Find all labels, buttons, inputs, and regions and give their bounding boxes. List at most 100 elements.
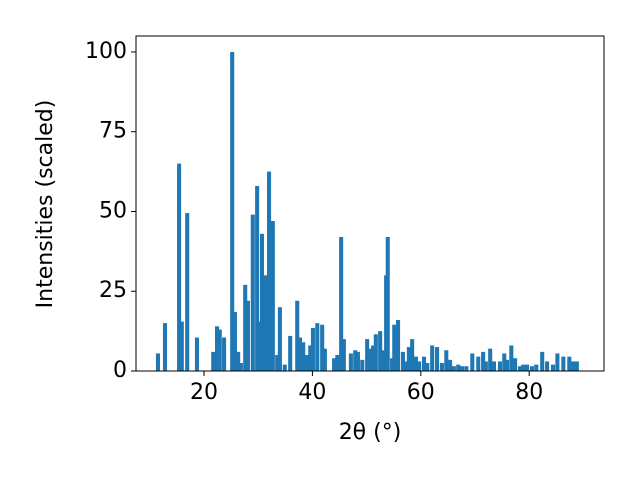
bar [339, 237, 344, 371]
y-tick-label: 75 [99, 119, 127, 144]
bar [540, 351, 545, 371]
bar [464, 366, 469, 371]
bar [263, 275, 268, 371]
bar [378, 331, 383, 371]
bar [448, 359, 453, 371]
bar [367, 348, 372, 371]
bar [365, 339, 370, 371]
bar [571, 361, 576, 371]
bar [430, 345, 435, 371]
bar [214, 326, 220, 371]
bar [177, 163, 182, 371]
bar [211, 351, 216, 371]
bar [275, 355, 280, 371]
bar [256, 321, 261, 371]
bar [504, 359, 510, 371]
bar [502, 353, 507, 371]
bar [525, 364, 530, 371]
bar [310, 327, 315, 371]
bar [551, 364, 556, 371]
bar [277, 307, 282, 371]
x-tick-label: 20 [190, 380, 218, 405]
bar [288, 335, 293, 371]
y-tick-label: 25 [99, 278, 127, 303]
bar [567, 356, 572, 371]
bar [459, 366, 465, 371]
bar [282, 364, 287, 371]
bar [259, 233, 265, 371]
bar [297, 337, 302, 371]
bar [406, 347, 411, 371]
x-tick-label: 60 [407, 380, 435, 405]
bar [360, 359, 365, 371]
bar [332, 358, 337, 371]
bar [410, 339, 415, 371]
bar [295, 300, 300, 371]
plot-frame [135, 35, 605, 372]
bar [315, 323, 320, 371]
bar [335, 355, 340, 371]
bar [230, 51, 235, 371]
bar [425, 363, 430, 371]
bar [232, 311, 237, 371]
bar [435, 347, 440, 371]
bar [238, 363, 243, 371]
bar [185, 213, 190, 371]
y-tick-label: 100 [85, 39, 127, 64]
bar [439, 363, 444, 371]
bar [534, 364, 539, 371]
bar [320, 324, 325, 371]
bar [355, 351, 360, 371]
bar [162, 323, 168, 371]
bar [545, 361, 550, 371]
bar [509, 345, 514, 371]
bar [396, 319, 401, 371]
bar [380, 350, 385, 371]
bar [555, 353, 560, 371]
bar [517, 366, 523, 371]
bar [400, 351, 405, 371]
bar [451, 366, 456, 371]
bar [417, 361, 422, 371]
bar [304, 355, 310, 371]
bar [521, 364, 526, 371]
bar [322, 348, 327, 371]
bar [155, 353, 160, 371]
bar [255, 185, 260, 371]
bar [179, 321, 184, 371]
bar [413, 356, 418, 371]
bar [470, 353, 475, 371]
bar [422, 356, 427, 371]
bar [243, 284, 248, 371]
bar [267, 171, 272, 371]
bar [270, 221, 275, 371]
bar [404, 361, 409, 371]
bar [481, 351, 486, 371]
bar [529, 366, 534, 371]
y-tick-label: 50 [99, 198, 127, 223]
bar [301, 342, 306, 371]
bar [222, 337, 227, 371]
x-tick-label: 80 [515, 380, 543, 405]
bar [353, 350, 358, 371]
bar [513, 358, 518, 371]
bar [245, 300, 250, 371]
y-tick-label: 0 [113, 358, 127, 383]
bar [373, 334, 378, 371]
bar [392, 324, 397, 371]
bar [483, 361, 488, 371]
bar [561, 356, 566, 371]
bar [217, 329, 222, 371]
bar [456, 364, 461, 371]
bar [385, 237, 390, 371]
bar [371, 345, 376, 371]
bar [488, 348, 493, 371]
bar [308, 345, 313, 371]
bar [250, 214, 255, 371]
y-axis-label: Intensities (scaled) [33, 100, 58, 309]
x-axis-label: 2θ (°) [339, 420, 402, 445]
bar [194, 337, 200, 371]
bar [390, 358, 395, 371]
bar [236, 351, 241, 371]
